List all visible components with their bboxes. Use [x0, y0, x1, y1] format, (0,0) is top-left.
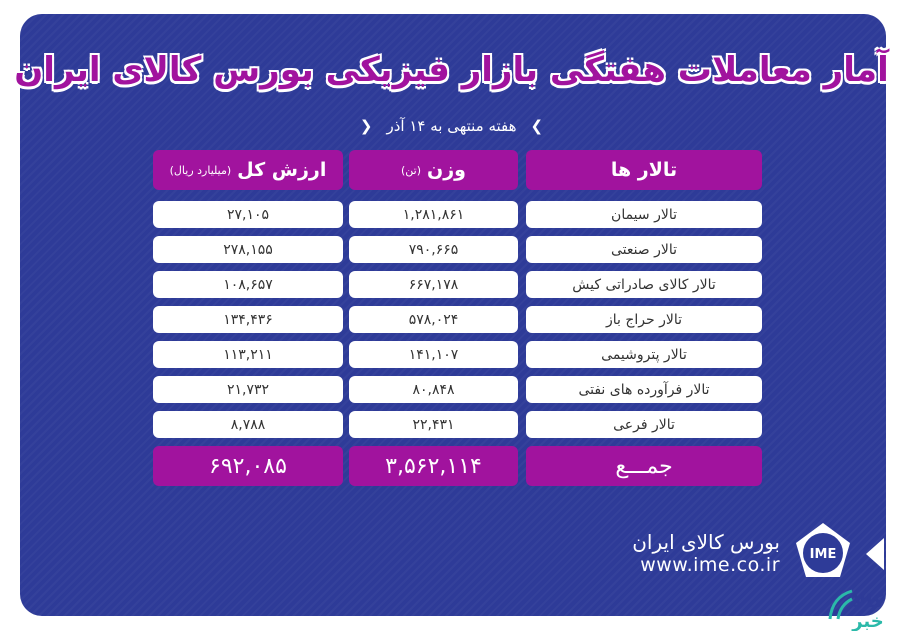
header-value-label: ارزش کل — [237, 159, 327, 181]
ime-logo-icon: IME — [796, 523, 850, 577]
chevron-left-icon: ❮ — [359, 117, 373, 135]
total-value: ۶۹۲,۰۸۵ — [153, 446, 343, 486]
total-weight: ۳,۵۶۲,۱۱۴ — [349, 446, 518, 486]
table-cell-weight: ۱,۲۸۱,۸۶۱ — [349, 201, 518, 228]
page-title: آمار معاملات هفتگی بازار فیزیکی بورس کال… — [14, 50, 889, 90]
brand-name: بورس کالای ایران — [632, 530, 780, 554]
brand-block: بورس کالای ایران www.ime.co.ir — [620, 530, 780, 576]
table-cell-weight: ۶۶۷,۱۷۸ — [349, 271, 518, 298]
table-cell-value: ۱۱۳,۲۱۱ — [153, 341, 343, 368]
brand-url: www.ime.co.ir — [640, 554, 780, 576]
table-cell-weight: ۱۴۱,۱۰۷ — [349, 341, 518, 368]
table-cell-hall: تالار پتروشیمی — [526, 341, 762, 368]
table-cell-weight: ۷۹۰,۶۶۵ — [349, 236, 518, 263]
week-label: هفته منتهی به ۱۴ آذر — [386, 117, 517, 135]
table-cell-weight: ۸۰,۸۴۸ — [349, 376, 518, 403]
header-weight-label: وزن — [427, 159, 466, 181]
header-weight: وزن (تن) — [349, 150, 518, 190]
table-cell-value: ۱۳۴,۴۳۶ — [153, 306, 343, 333]
table-cell-hall: تالار صنعتی — [526, 236, 762, 263]
table-cell-hall: تالار فرعی — [526, 411, 762, 438]
table-cell-hall: تالار حراج باز — [526, 306, 762, 333]
header-value: ارزش کل (میلیارد ریال) — [153, 150, 343, 190]
svg-text:کالا: کالا — [853, 591, 884, 612]
chevron-right-icon: ❯ — [530, 117, 544, 135]
header-hall-label: تالار ها — [610, 159, 678, 181]
table-cell-value: ۸,۷۸۸ — [153, 411, 343, 438]
svg-text:خبر: خبر — [851, 611, 884, 631]
table-cell-hall: تالار کالای صادراتی کیش — [526, 271, 762, 298]
table-cell-value: ۱۰۸,۶۵۷ — [153, 271, 343, 298]
table-cell-value: ۲۷,۱۰۵ — [153, 201, 343, 228]
table-cell-hall: تالار سیمان — [526, 201, 762, 228]
subtitle: ❯ هفته منتهی به ۱۴ آذر ❮ — [0, 117, 903, 135]
header-weight-unit: (تن) — [401, 163, 422, 177]
header-value-unit: (میلیارد ریال) — [169, 163, 232, 177]
panel-notch — [866, 538, 884, 570]
table-cell-value: ۲۱,۷۳۲ — [153, 376, 343, 403]
header-hall: تالار ها — [526, 150, 762, 190]
kala-khabar-watermark-icon: کالا خبر — [828, 589, 884, 631]
total-label: جمـــع — [526, 446, 762, 486]
svg-text:IME: IME — [810, 547, 837, 562]
table-cell-weight: ۵۷۸,۰۲۴ — [349, 306, 518, 333]
table-cell-hall: تالار فرآورده های نفتی — [526, 376, 762, 403]
table-cell-weight: ۲۲,۴۳۱ — [349, 411, 518, 438]
table-cell-value: ۲۷۸,۱۵۵ — [153, 236, 343, 263]
